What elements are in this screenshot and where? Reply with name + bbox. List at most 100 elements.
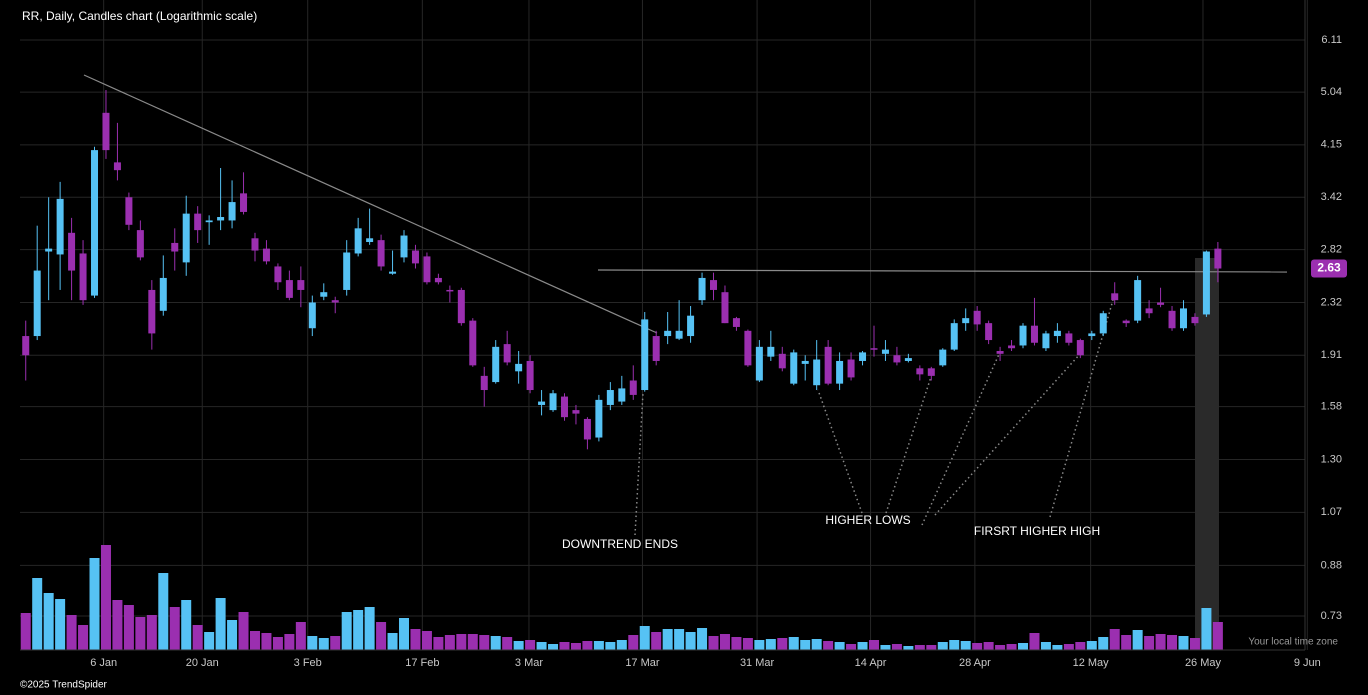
candle-body (538, 401, 546, 405)
candle-body (1157, 302, 1165, 305)
candle-body (755, 346, 763, 381)
volume-bar (857, 642, 868, 650)
candle-body (583, 418, 591, 440)
candle-body (136, 230, 144, 258)
x-tick-label: 14 Apr (855, 657, 887, 669)
candle-body (1019, 325, 1027, 346)
volume-bar (662, 629, 673, 650)
volume-bar (1201, 608, 1212, 650)
volume-bar (559, 642, 570, 650)
trend-line (83, 74, 658, 334)
volume-bar (490, 636, 501, 650)
candle-body (377, 240, 385, 267)
candle-body (526, 360, 534, 391)
volume-bar (238, 612, 249, 650)
x-tick-label: 20 Jan (186, 657, 219, 669)
volume-bar (548, 644, 559, 650)
volume-bar (433, 637, 444, 650)
candle-body (572, 410, 580, 414)
volume-bar (742, 638, 753, 650)
volume-bar (123, 605, 134, 650)
y-tick-label: 1.91 (1321, 349, 1342, 361)
candle-body (446, 289, 454, 292)
volume-bar (1144, 636, 1155, 650)
candle-body (1134, 280, 1142, 321)
volume-bar (146, 615, 157, 650)
candle-body (182, 213, 190, 263)
candle-body (56, 198, 64, 255)
volume-bar (43, 593, 54, 650)
candle-body (457, 289, 465, 324)
candles (22, 90, 1222, 450)
candle-body (1030, 325, 1038, 343)
volume-bar (307, 636, 318, 650)
candle-body (1191, 316, 1199, 324)
candle-body (595, 399, 603, 438)
candle-body (629, 380, 637, 395)
volume-bar (937, 642, 948, 650)
candle-body (836, 360, 844, 384)
volume-bar (685, 632, 696, 650)
volume-bar (20, 613, 31, 650)
volume-bar (536, 642, 547, 650)
candle-body (274, 266, 282, 283)
volume-bar (983, 642, 994, 650)
volume-bar (1075, 642, 1086, 650)
candle-body (22, 336, 30, 356)
annotation: FIRSRT HIGHER HIGH (974, 524, 1100, 538)
candle-body (1088, 333, 1096, 337)
volume-bar (731, 637, 742, 650)
volume-bar (903, 646, 914, 650)
volume-bar (960, 641, 971, 650)
candle-body (125, 197, 133, 225)
volume-bar (995, 645, 1006, 650)
candle-body (985, 323, 993, 341)
volume-bar (639, 626, 650, 650)
volume-bar (868, 640, 879, 650)
volume-bar (616, 640, 627, 650)
candle-body (79, 253, 87, 301)
x-tick-label: 31 Mar (740, 657, 775, 669)
volume-bar (100, 545, 111, 650)
candle-body (308, 302, 316, 329)
volume-bar (181, 600, 192, 650)
volume-bar (1132, 630, 1143, 650)
candle-body (366, 238, 374, 243)
y-tick-label: 1.58 (1321, 401, 1342, 413)
candle-body (102, 112, 110, 151)
candle-body (1122, 320, 1130, 324)
volume-bar (880, 645, 891, 650)
y-tick-label: 0.88 (1321, 559, 1342, 571)
candle-body (973, 310, 981, 325)
candle-body (171, 242, 179, 252)
volume-bar (272, 637, 283, 650)
x-tick-label: 9 Jun (1294, 657, 1321, 669)
volume-bar (674, 629, 685, 650)
candle-body (560, 396, 568, 418)
candle-body (354, 228, 362, 254)
candle-body (1076, 340, 1084, 356)
candle-body (641, 319, 649, 391)
volume-bar (1052, 645, 1063, 650)
volume-bar (719, 634, 730, 650)
volume-bar (846, 644, 857, 650)
volume-bar (169, 607, 180, 650)
volume-bar (341, 612, 352, 650)
volume-bar (364, 607, 375, 650)
candle-body (996, 351, 1004, 354)
volume-bar (1109, 629, 1120, 650)
volume-bar (926, 645, 937, 650)
volume-bar (788, 637, 799, 650)
y-tick-label: 3.42 (1321, 191, 1342, 203)
volume-bar (891, 644, 902, 650)
resistance-line (597, 269, 1288, 273)
volume-bar (410, 629, 421, 650)
volume-bar (972, 643, 983, 650)
volume-bar (421, 631, 432, 650)
volume-bar (215, 598, 226, 650)
volume-bar (697, 628, 708, 650)
candle-body (217, 217, 225, 221)
volume-bar (811, 639, 822, 650)
candle-body (1145, 308, 1153, 314)
